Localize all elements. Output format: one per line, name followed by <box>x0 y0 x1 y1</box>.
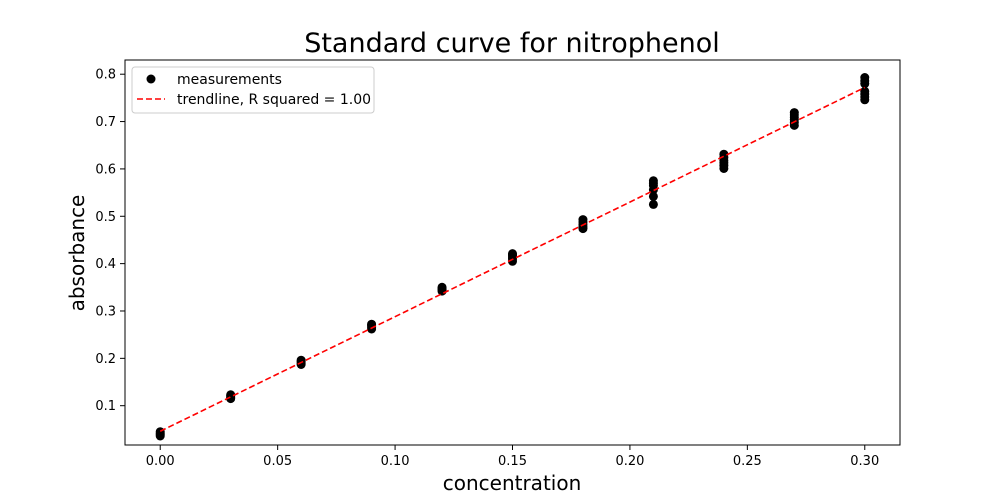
x-tick-label: 0.15 <box>498 454 527 469</box>
x-tick-label: 0.20 <box>615 454 644 469</box>
y-tick-label: 0.4 <box>95 257 116 272</box>
x-tick-label: 0.00 <box>146 454 175 469</box>
data-point <box>789 108 799 118</box>
data-point <box>155 427 165 437</box>
data-point <box>648 191 658 201</box>
x-axis-label: concentration <box>443 471 582 495</box>
data-point <box>648 176 658 186</box>
data-point <box>578 215 588 225</box>
data-point <box>860 73 870 83</box>
data-point <box>648 199 658 209</box>
plot-area <box>155 73 870 441</box>
y-tick-label: 0.3 <box>95 304 116 319</box>
legend-box <box>131 66 375 114</box>
data-point <box>860 86 870 96</box>
chart-title: Standard curve for nitrophenol <box>304 28 720 59</box>
data-point <box>296 355 306 365</box>
x-axis: 0.00 0.05 0.10 0.15 0.20 0.25 0.30 <box>146 445 879 469</box>
data-point <box>508 249 517 259</box>
y-tick-label: 0.8 <box>95 68 116 83</box>
y-axis: 0.1 0.2 0.3 0.4 0.5 0.6 0.7 0.8 <box>95 68 125 414</box>
trendline <box>159 86 866 432</box>
y-tick-label: 0.6 <box>95 162 116 177</box>
legend-label-measurements: measurements <box>177 72 282 88</box>
data-point <box>226 390 236 400</box>
y-tick-label: 0.2 <box>95 352 116 367</box>
y-tick-label: 0.1 <box>95 399 116 414</box>
y-axis-label: absorbance <box>65 195 89 312</box>
x-tick-label: 0.05 <box>263 454 292 469</box>
x-tick-label: 0.25 <box>733 454 762 469</box>
legend-label-trendline: trendline, R squared = 1.00 <box>177 92 371 108</box>
x-tick-label: 0.10 <box>381 454 410 469</box>
legend: measurements trendline, R squared = 1.00 <box>131 66 375 114</box>
data-point <box>437 282 447 292</box>
y-tick-label: 0.7 <box>95 115 116 130</box>
y-tick-label: 0.5 <box>95 210 116 225</box>
x-tick-label: 0.30 <box>850 454 879 469</box>
legend-marker-measurements <box>146 74 156 84</box>
